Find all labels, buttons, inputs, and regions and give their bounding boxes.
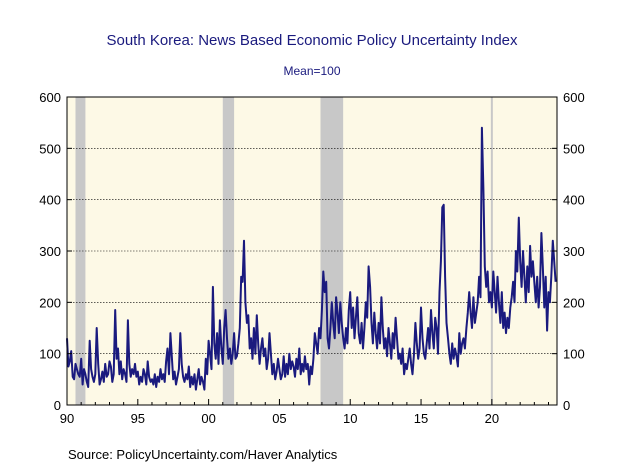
- y-tick-label-left-0: 0: [54, 398, 61, 413]
- y-tick-label-left-3: 300: [39, 244, 61, 259]
- x-tick-label-2: 00: [201, 411, 215, 426]
- recession-band-1: [222, 97, 235, 405]
- y-tick-label-left-5: 500: [39, 141, 61, 156]
- x-tick-label-5: 15: [414, 411, 428, 426]
- x-tick-label-4: 10: [343, 411, 357, 426]
- y-tick-label-left-2: 200: [39, 295, 61, 310]
- y-tick-label-right-0: 0: [563, 398, 570, 413]
- x-tick-label-0: 90: [60, 411, 74, 426]
- y-tick-label-left-4: 400: [39, 193, 61, 208]
- y-tick-label-right-1: 100: [563, 347, 585, 362]
- y-tick-label-right-3: 300: [563, 244, 585, 259]
- chart-subtitle: Mean=100: [283, 64, 340, 78]
- x-tick-label-6: 20: [485, 411, 499, 426]
- y-tick-label-right-6: 600: [563, 90, 585, 105]
- y-axis-left: 0 100 200 300 400 500 600: [39, 90, 72, 413]
- y-tick-label-left-1: 100: [39, 347, 61, 362]
- gridlines: [67, 148, 557, 354]
- y-tick-label-left-6: 600: [39, 90, 61, 105]
- series-line: [66, 126, 557, 391]
- x-tick-label-3: 05: [272, 411, 286, 426]
- y-tick-label-right-2: 200: [563, 295, 585, 310]
- y-tick-label-right-4: 400: [563, 193, 585, 208]
- y-tick-label-right-5: 500: [563, 141, 585, 156]
- x-tick-label-1: 95: [131, 411, 145, 426]
- chart-title: South Korea: News Based Economic Policy …: [106, 32, 518, 49]
- y-axis-right: 0 100 200 300 400 500 600: [552, 90, 585, 413]
- source-note: Source: PolicyUncertainty.com/Haver Anal…: [68, 447, 338, 462]
- x-axis: 90 95 00 05 10 15 20: [60, 399, 550, 426]
